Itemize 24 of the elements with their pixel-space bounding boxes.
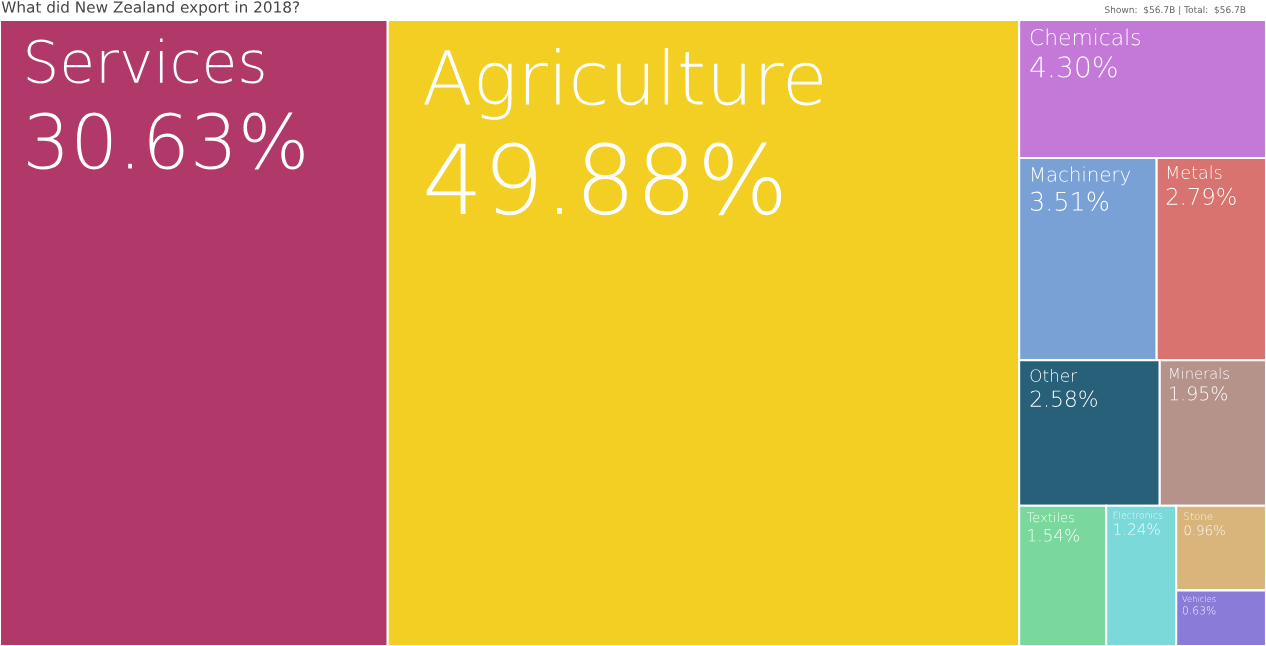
data-label: 2.58% [1030, 390, 1097, 407]
data-label: 1.24% [1114, 523, 1160, 535]
data-label: 3.51% [1030, 191, 1109, 211]
category-label: Agriculture [424, 48, 822, 120]
data-label: 2.79% [1166, 187, 1236, 205]
data-label: 1.54% [1028, 528, 1079, 542]
data-label: 30.63% [28, 112, 304, 170]
data-label: 0.63% [1182, 606, 1216, 615]
category-label: Metals [1167, 165, 1222, 179]
text: What did New Zealand export in 2018? [1, 1, 300, 16]
category-label: Textiles [1026, 512, 1075, 523]
category-label: Electronics [1113, 511, 1163, 519]
text: Shown: $56.7B | Total: $56.7B [1105, 6, 1246, 16]
category-label: Other [1030, 368, 1078, 382]
category-label: Chemicals [1030, 28, 1140, 46]
data-label: 1.95% [1170, 386, 1227, 401]
data-label: 4.30% [1030, 56, 1117, 78]
data-label: 49.88% [426, 142, 782, 216]
category-label: Services [27, 38, 264, 84]
category-label: Stone [1184, 512, 1213, 521]
data-label: 0.96% [1184, 525, 1225, 536]
category-label: Vehicles [1182, 595, 1216, 603]
category-label: Minerals [1170, 367, 1229, 379]
category-label: Machinery [1032, 166, 1131, 186]
